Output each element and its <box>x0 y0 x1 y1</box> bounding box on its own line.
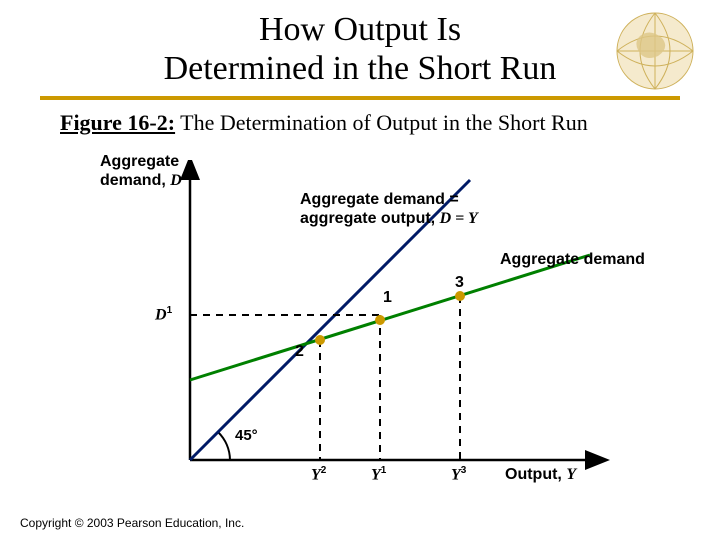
aggregate-demand-label: Aggregate demand <box>500 250 645 269</box>
title-underline <box>40 96 680 100</box>
point-3-label: 3 <box>455 273 464 292</box>
angle-45-label: 45° <box>235 427 258 445</box>
title-line-2: Determined in the Short Run <box>164 50 557 87</box>
point-2-label: 2 <box>295 342 304 361</box>
equilibrium-label: Aggregate demand =aggregate output, D = … <box>300 190 478 228</box>
x-axis-label: Output, Y <box>505 465 576 484</box>
y3-tick-label: Y3 <box>451 465 466 485</box>
output-determination-chart: Aggregate demand, D Aggregate demand =ag… <box>100 160 660 500</box>
d1-label: D1 <box>155 305 172 325</box>
figure-number: Figure 16-2: <box>60 110 175 135</box>
aggregate-demand-line <box>190 255 590 380</box>
copyright-notice: Copyright © 2003 Pearson Education, Inc. <box>20 516 244 530</box>
point-1 <box>375 315 385 325</box>
slide-title: How Output Is Determined in the Short Ru… <box>0 10 720 88</box>
angle-arc <box>218 432 230 460</box>
figure-caption: Figure 16-2: The Determination of Output… <box>60 110 588 136</box>
point-3 <box>455 291 465 301</box>
y-axis-label: Aggregate demand, D <box>100 152 182 190</box>
slide: How Output Is Determined in the Short Ru… <box>0 0 720 540</box>
point-1-label: 1 <box>383 288 392 307</box>
title-line-1: How Output Is <box>259 11 461 48</box>
y2-tick-label: Y2 <box>311 465 326 485</box>
figure-caption-text: The Determination of Output in the Short… <box>175 110 588 135</box>
point-2 <box>315 335 325 345</box>
y1-tick-label: Y1 <box>371 465 386 485</box>
